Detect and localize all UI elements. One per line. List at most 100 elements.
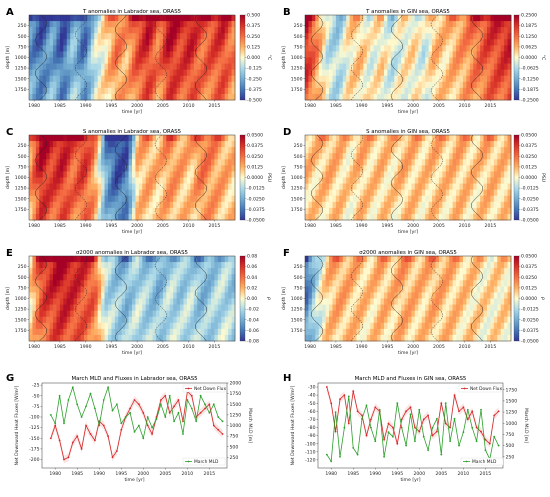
heatmap-cell [94, 184, 98, 190]
heatmap-cell [156, 299, 160, 305]
heatmap-cell [315, 21, 319, 27]
heatmap-cell [225, 88, 229, 94]
heatmap-cell [308, 64, 312, 70]
heatmap-cell [411, 88, 415, 94]
heatmap-cell [56, 262, 60, 268]
heatmap-cell [115, 76, 119, 82]
heatmap-cell [60, 39, 64, 45]
heatmap-cell [53, 178, 57, 184]
heatmap-cell [228, 45, 232, 51]
heatmap-cell [484, 135, 488, 141]
heatmap-cell [94, 323, 98, 329]
heatmap-cell [490, 178, 494, 184]
heatmap-cell [343, 335, 347, 341]
heatmap-cell [415, 202, 419, 208]
heatmap-cell [460, 135, 464, 141]
heatmap-cell [101, 329, 105, 335]
heatmap-cell [190, 323, 194, 329]
heatmap-cell [449, 196, 453, 202]
heatmap-cell [163, 184, 167, 190]
heatmap-cell [343, 190, 347, 196]
heatmap-cell [204, 141, 208, 147]
heatmap-cell [29, 335, 33, 341]
heatmap-cell [108, 280, 112, 286]
heatmap-cell [177, 58, 181, 64]
heatmap-cell [84, 274, 88, 280]
heatmap-cell [211, 64, 215, 70]
heatmap-cell [190, 317, 194, 323]
heatmap-cell [56, 82, 60, 88]
heatmap-cell [497, 70, 501, 76]
heatmap-cell [60, 64, 64, 70]
heatmap-cell [357, 292, 361, 298]
heatmap-cell [312, 178, 316, 184]
heatmap-cell [339, 196, 343, 202]
heatmap-cell [132, 317, 136, 323]
heatmap-cell [122, 208, 126, 214]
heatmap-cell [360, 329, 364, 335]
x-tick-label: 1985 [54, 103, 66, 109]
heatmap-cell [108, 21, 112, 27]
heatmap-cell [87, 147, 91, 153]
heatmap-cell [377, 64, 381, 70]
heatmap-cell [70, 51, 74, 57]
heatmap-cell [418, 274, 422, 280]
heatmap-cell [156, 335, 160, 341]
heatmap-cell [56, 159, 60, 165]
heatmap-cell [453, 70, 457, 76]
heatmap-cell [208, 88, 212, 94]
heatmap-cell [221, 268, 225, 274]
heatmap-cell [308, 202, 312, 208]
heatmap-cell [346, 33, 350, 39]
heatmap-cell [166, 292, 170, 298]
heatmap-cell [377, 335, 381, 341]
heatmap-cell [98, 64, 102, 70]
heatmap-cell [221, 256, 225, 262]
heatmap-cell [139, 202, 143, 208]
heatmap-cell [125, 147, 129, 153]
heatmap-cell [70, 286, 74, 292]
heatmap-cell [391, 82, 395, 88]
heatmap-cell [153, 165, 157, 171]
heatmap-cell [336, 76, 340, 82]
heatmap-cell [204, 15, 208, 21]
heatmap-cell [394, 33, 398, 39]
heatmap-cell [442, 21, 446, 27]
heatmap-cell [63, 153, 67, 159]
heatmap-cell [204, 76, 208, 82]
heatmap-cell [84, 208, 88, 214]
heatmap-cell [156, 88, 160, 94]
heatmap-cell [180, 208, 184, 214]
heatmap-cell [394, 196, 398, 202]
heatmap-cell [43, 190, 47, 196]
heatmap-cell [187, 256, 191, 262]
heatmap-cell [142, 323, 146, 329]
heatmap-cell [70, 292, 74, 298]
heatmap-cell [36, 214, 40, 220]
colorbar-tick-label: 0.0375 [247, 143, 263, 149]
heatmap-cell [405, 45, 409, 51]
heatmap-cell [470, 58, 474, 64]
heatmap-cell [370, 196, 374, 202]
heatmap-cell [460, 171, 464, 177]
heatmap-cell [111, 15, 115, 21]
heatmap-cell [484, 82, 488, 88]
heatmap-cell [94, 153, 98, 159]
heatmap-cell [343, 274, 347, 280]
heatmap-cell [381, 159, 385, 165]
heatmap-cell [329, 171, 333, 177]
heatmap-cell [387, 45, 391, 51]
heatmap-cell [29, 202, 33, 208]
heatmap-cell [377, 15, 381, 21]
colorbar-tick-label: 0.0250 [521, 154, 537, 160]
heatmap-cell [91, 323, 95, 329]
heatmap-cell [336, 39, 340, 45]
heatmap-cell [46, 135, 50, 141]
heatmap-cell [125, 45, 129, 51]
heatmap-cell [374, 45, 378, 51]
heatmap-cell [221, 214, 225, 220]
heatmap-cell [497, 39, 501, 45]
heatmap-cell [435, 196, 439, 202]
heatmap-cell [225, 39, 229, 45]
heatmap-cell [77, 292, 81, 298]
